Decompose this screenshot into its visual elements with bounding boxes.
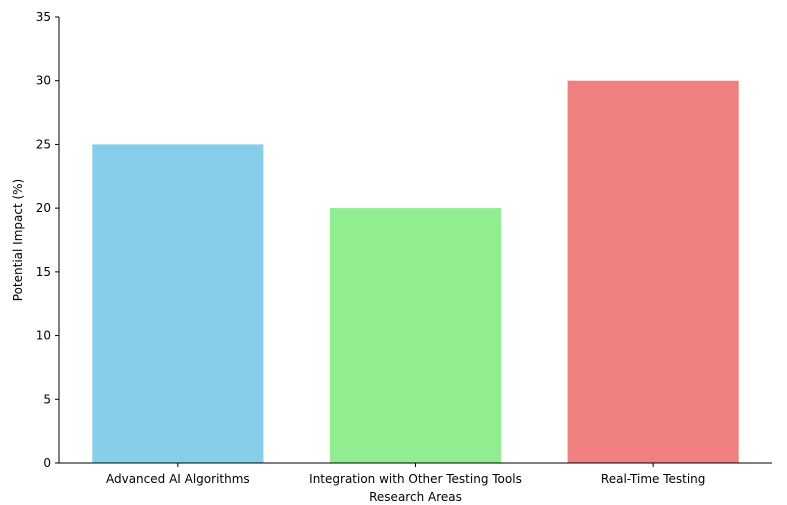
x-tick-label: Integration with Other Testing Tools <box>309 472 522 486</box>
bar-real-time-testing <box>567 80 739 463</box>
y-tick-label: 10 <box>36 329 51 343</box>
bar-advanced-ai-algorithms <box>92 144 264 463</box>
y-tick-label: 20 <box>36 201 51 215</box>
y-axis-ticks: 0 5 10 15 20 25 30 35 <box>36 10 59 470</box>
x-axis-label: Research Areas <box>369 490 462 504</box>
y-tick-label: 0 <box>43 456 51 470</box>
x-axis-ticks: Advanced AI Algorithms Integration with O… <box>106 463 705 486</box>
bars-group <box>92 80 739 463</box>
y-tick-label: 30 <box>36 74 51 88</box>
y-tick-label: 5 <box>43 392 51 406</box>
x-tick-label: Real-Time Testing <box>601 472 705 486</box>
y-tick-label: 15 <box>36 265 51 279</box>
y-axis-label: Potential Impact (%) <box>11 179 25 301</box>
x-tick-label: Advanced AI Algorithms <box>106 472 250 486</box>
y-tick-label: 35 <box>36 10 51 24</box>
y-tick-label: 25 <box>36 137 51 151</box>
bar-integration-with-other-testing-tools <box>329 208 501 463</box>
